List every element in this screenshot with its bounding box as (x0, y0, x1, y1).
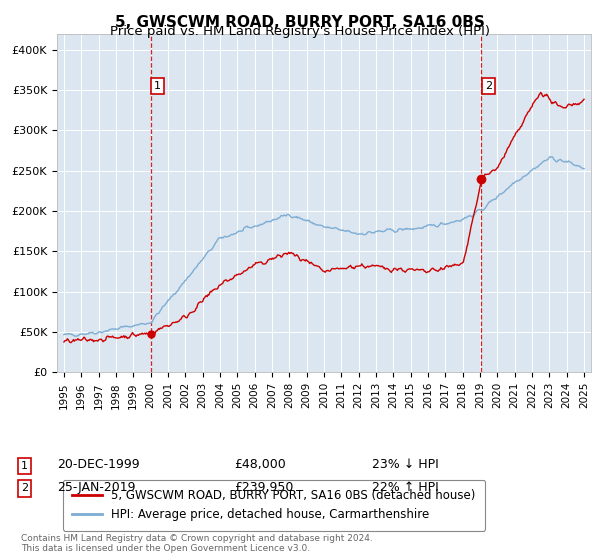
Text: 25-JAN-2019: 25-JAN-2019 (57, 480, 136, 494)
Text: 1: 1 (154, 81, 161, 91)
Text: 20-DEC-1999: 20-DEC-1999 (57, 458, 140, 472)
Text: 1: 1 (21, 461, 28, 471)
Text: Contains HM Land Registry data © Crown copyright and database right 2024.
This d: Contains HM Land Registry data © Crown c… (21, 534, 373, 553)
Legend: 5, GWSCWM ROAD, BURRY PORT, SA16 0BS (detached house), HPI: Average price, detac: 5, GWSCWM ROAD, BURRY PORT, SA16 0BS (de… (63, 480, 485, 531)
Text: £48,000: £48,000 (234, 458, 286, 472)
Text: £239,950: £239,950 (234, 480, 293, 494)
Text: 23% ↓ HPI: 23% ↓ HPI (372, 458, 439, 472)
Text: 5, GWSCWM ROAD, BURRY PORT, SA16 0BS: 5, GWSCWM ROAD, BURRY PORT, SA16 0BS (115, 15, 485, 30)
Text: 2: 2 (485, 81, 492, 91)
Text: 22% ↑ HPI: 22% ↑ HPI (372, 480, 439, 494)
Text: 2: 2 (21, 483, 28, 493)
Text: Price paid vs. HM Land Registry's House Price Index (HPI): Price paid vs. HM Land Registry's House … (110, 25, 490, 38)
